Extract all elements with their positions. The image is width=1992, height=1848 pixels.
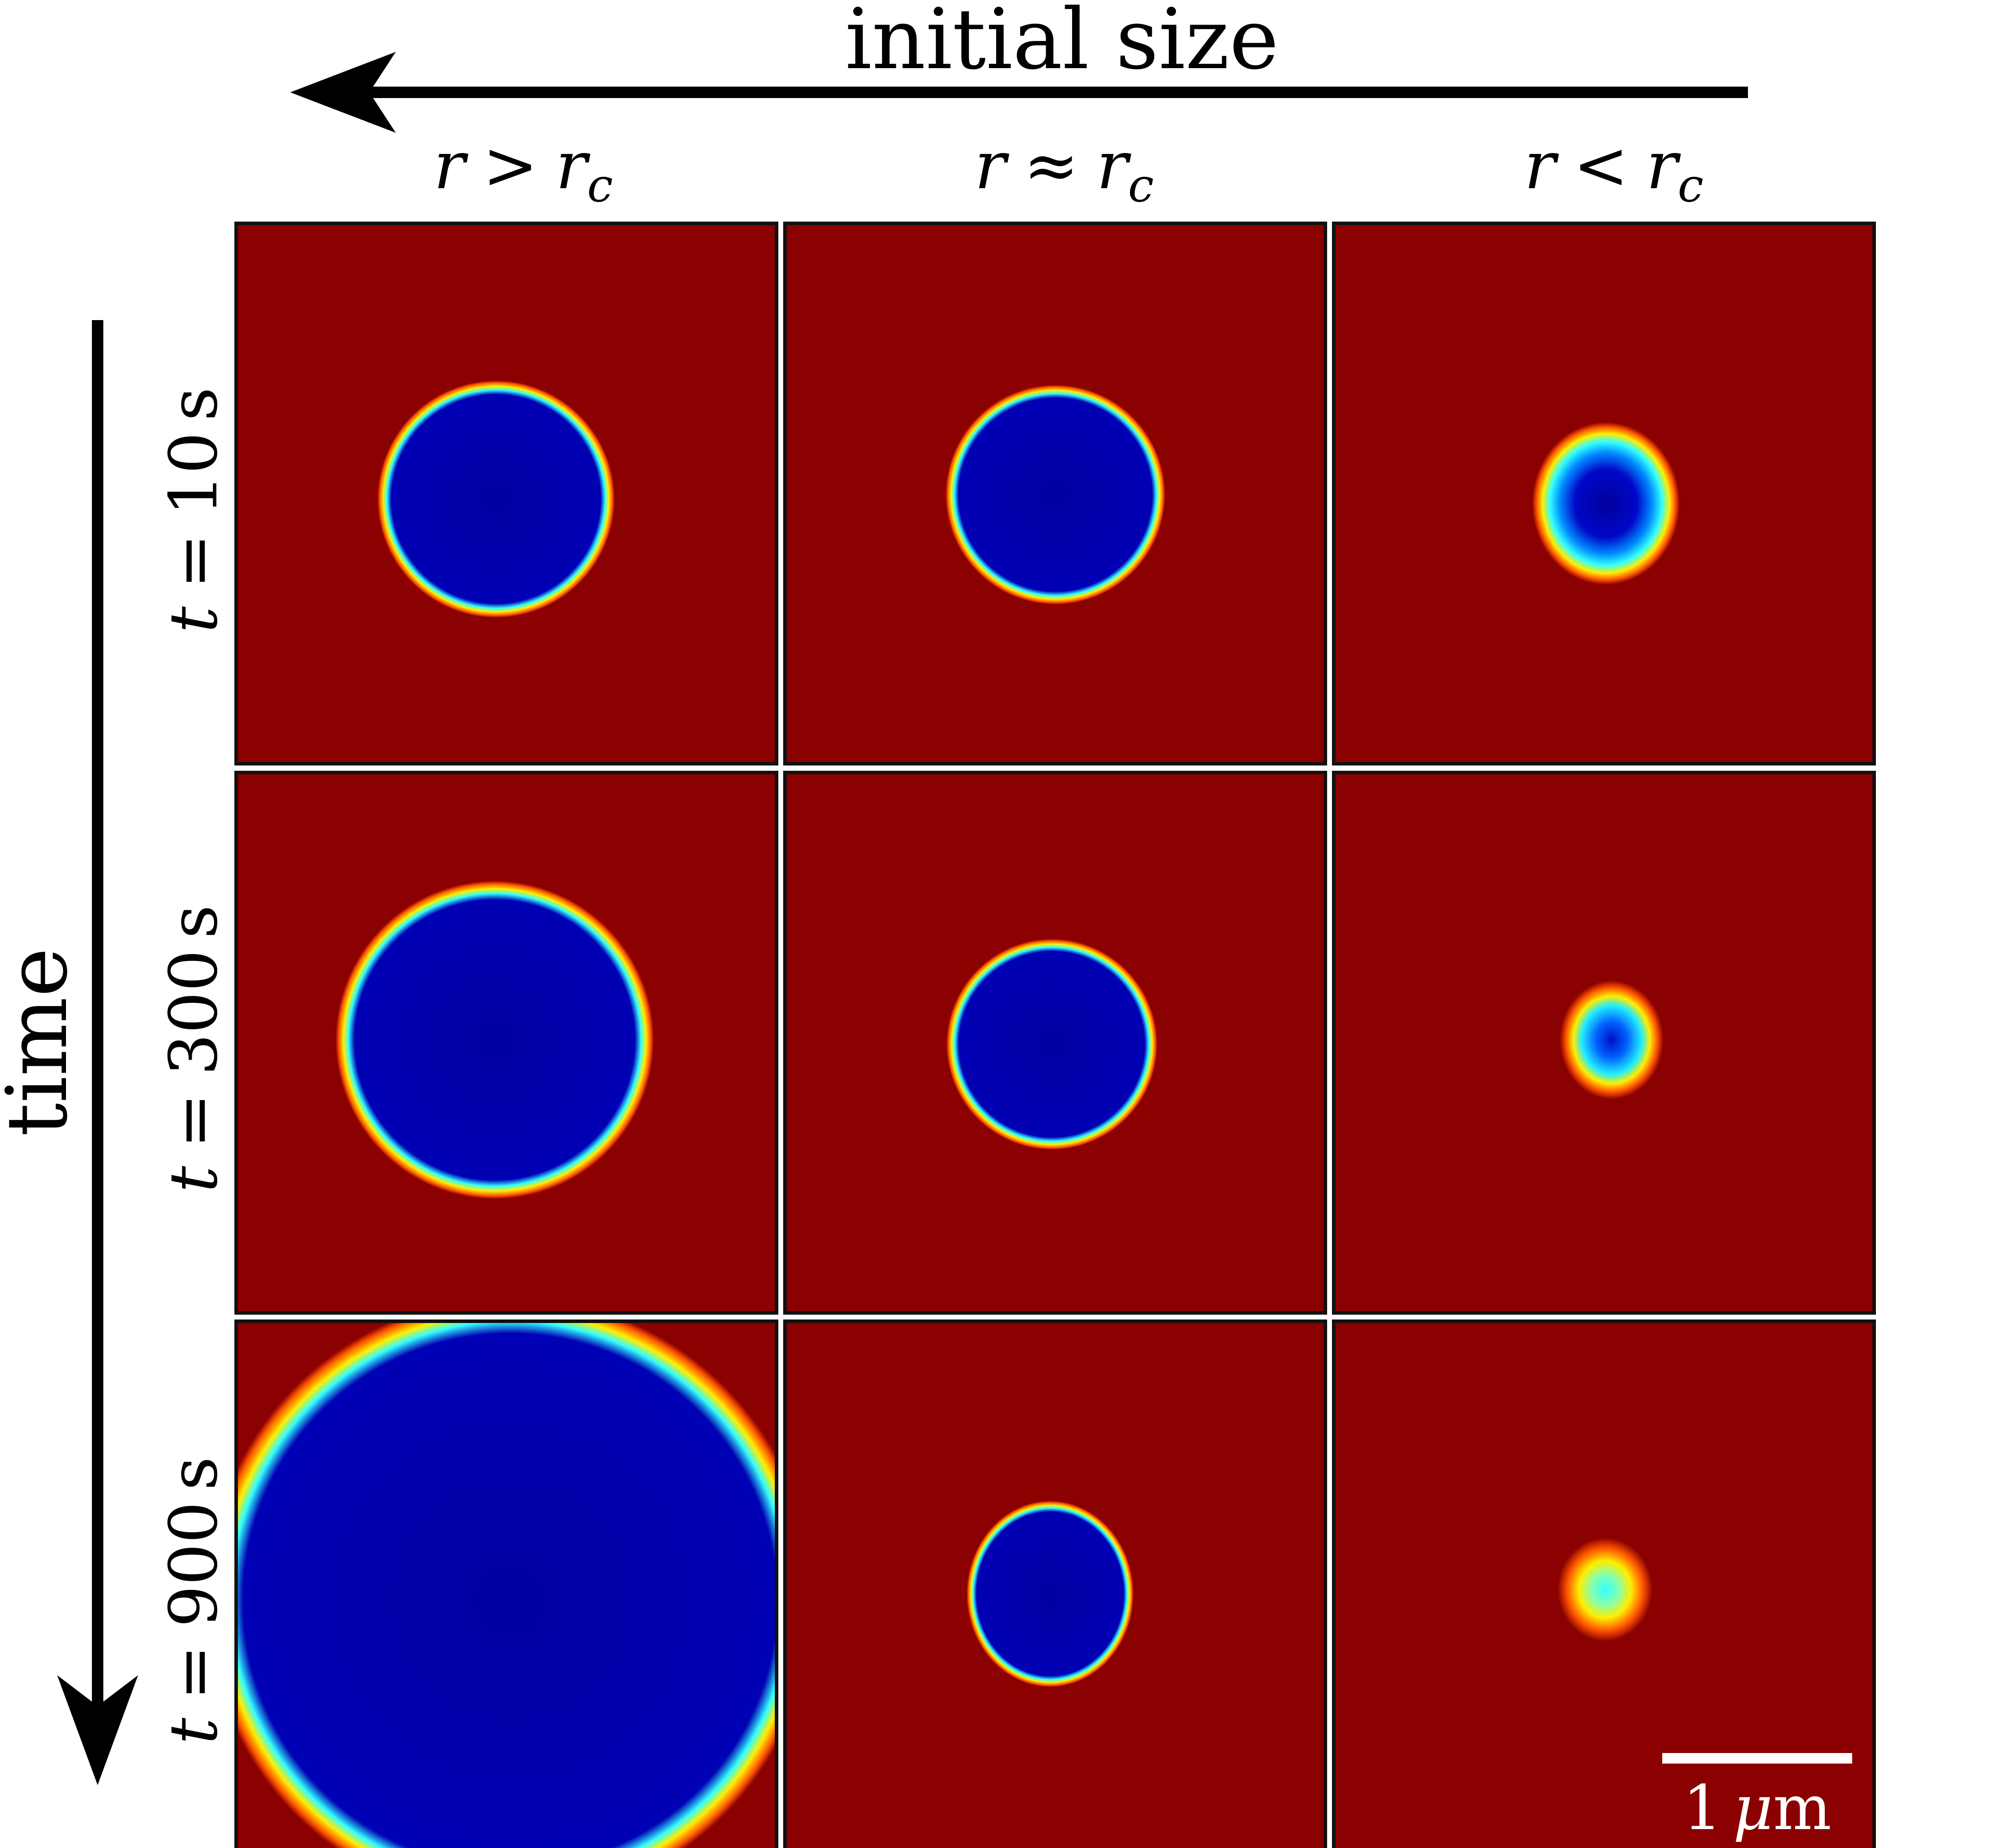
svg-text:r≈rc: r ≈ rc	[974, 128, 1154, 212]
droplet	[946, 939, 1157, 1150]
time-arrow	[57, 320, 138, 1785]
panel-r3-c2	[783, 1319, 1327, 1848]
droplet	[967, 1501, 1134, 1687]
svg-text:r<rc: r < rc	[1524, 128, 1704, 212]
column-header-r-approx-rc: r ≈ rc	[974, 128, 1154, 212]
panel-r2-c3	[1332, 771, 1876, 1315]
svg-text:t=10s: t=10s	[156, 387, 232, 633]
droplet	[945, 385, 1165, 605]
scale-bar-label: 1 μm	[1683, 1772, 1831, 1844]
panel-grid	[234, 222, 1876, 1848]
droplet	[336, 881, 654, 1199]
row-label-t-300s: t=300s	[156, 905, 232, 1192]
droplet	[236, 1321, 777, 1848]
time-label: time	[0, 948, 86, 1137]
panel-r3-c3	[1332, 1319, 1876, 1848]
panel-r2-c2	[783, 771, 1327, 1315]
column-header-r-less-rc: r < rc	[1524, 128, 1704, 212]
panel-r1-c2	[783, 222, 1327, 765]
panel-r3-c1	[234, 1319, 778, 1848]
row-label-t-900s: t=900s	[156, 1457, 232, 1744]
droplet	[1560, 980, 1664, 1099]
droplet	[1532, 422, 1680, 585]
scale-bar: 1 μm	[1662, 1753, 1852, 1844]
column-header-r-greater-rc: r > rc	[434, 128, 613, 212]
svg-text:t=900s: t=900s	[156, 1457, 232, 1744]
initial-size-arrow	[290, 52, 1748, 133]
panel-r1-c3	[1332, 222, 1876, 765]
svg-text:t=300s: t=300s	[156, 905, 232, 1192]
panel-r1-c1	[234, 222, 778, 765]
droplet	[1558, 1538, 1653, 1641]
svg-text:r>rc: r > rc	[434, 128, 613, 212]
initial-size-label: initial size	[845, 0, 1279, 88]
row-label-t-10s: t=10s	[156, 387, 232, 633]
scale-bar-line	[1662, 1753, 1852, 1764]
panel-r2-c1	[234, 771, 778, 1315]
droplet	[377, 380, 615, 618]
